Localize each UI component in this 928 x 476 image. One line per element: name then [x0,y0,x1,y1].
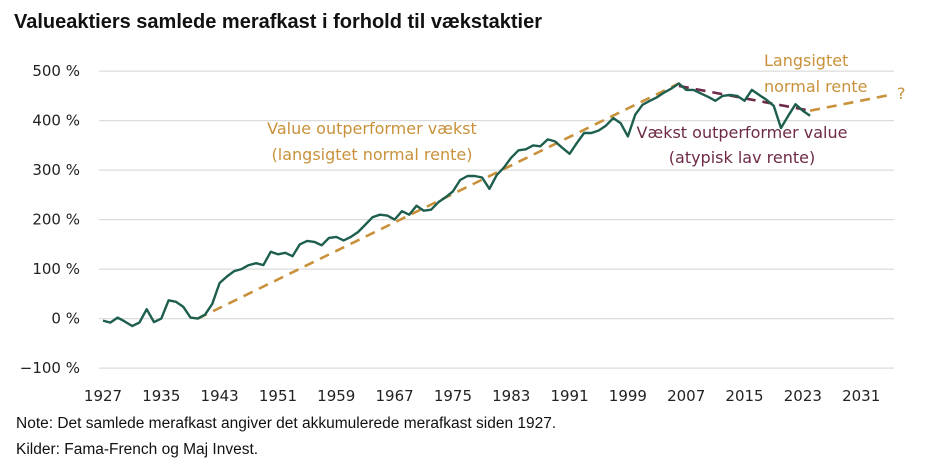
x-tick-label: 1935 [142,387,180,405]
x-tick-label: 1927 [84,387,122,405]
x-tick-label: 1975 [434,387,472,405]
annotation-question: ? [897,84,906,103]
trend-line-normal-projection [809,93,891,112]
annotation-value-line1: Value outperformer vækst [267,119,477,138]
trend-line-value [197,82,680,320]
trend-line-growth [678,84,811,112]
x-tick-label: 1951 [259,387,297,405]
y-tick-label: 100 % [32,260,80,278]
x-tick-label: 1967 [376,387,414,405]
annotation-growth-line1: Vækst outperformer value [637,123,848,142]
y-tick-label: 0 % [51,310,80,328]
y-tick-label: 300 % [32,161,80,179]
x-tick-label: 2007 [667,387,705,405]
chart-note: Note: Det samlede merafkast angiver det … [16,415,557,432]
y-tick-label: −100 % [20,359,80,377]
x-tick-label: 1943 [201,387,239,405]
y-tick-label: 200 % [32,211,80,229]
y-tick-label: 400 % [32,112,80,130]
series-line [102,82,811,328]
annotation-normal-line1: Langsigtet [764,51,848,70]
chart: −100 % 0 % 100 % 200 % 300 % 400 % 500 % 1927 19… [20,51,906,405]
x-tick-label: 2015 [725,387,763,405]
annotation-value-line2: (langsigtet normal rente) [272,145,473,164]
x-tick-label: 1983 [492,387,530,405]
x-tick-label: 1959 [317,387,355,405]
x-tick-label: 2023 [784,387,822,405]
chart-title: Valueaktiers samlede merafkast i forhold… [14,11,543,33]
chart-sources: Kilder: Fama-French og Maj Invest. [16,441,259,458]
y-tick-label: 500 % [32,62,80,80]
x-tick-label: 1991 [550,387,588,405]
x-tick-label: 2031 [842,387,880,405]
annotation-normal-line2: normal rente [764,77,867,96]
annotation-growth-line2: (atypisk lav rente) [669,148,815,167]
x-tick-label: 1999 [609,387,647,405]
